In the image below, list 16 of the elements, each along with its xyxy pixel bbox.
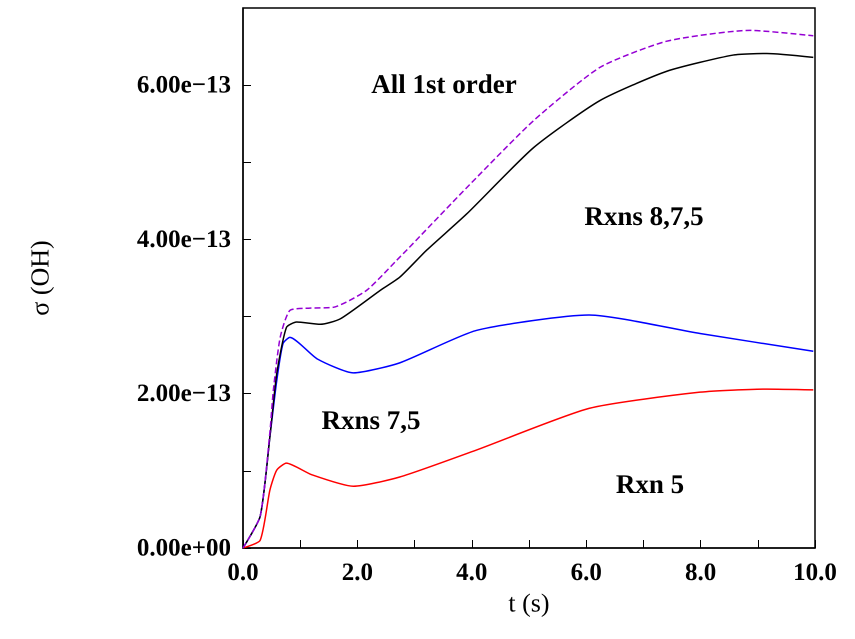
y-axis-title: σ (OH) <box>26 240 54 316</box>
x-axis-title: t (s) <box>508 588 550 618</box>
annotation: Rxns 7,5 <box>321 405 421 435</box>
y-tick-label: 0.00e+00 <box>136 534 231 562</box>
x-tick-label: 2.0 <box>342 559 374 586</box>
annotation: Rxns 8,7,5 <box>584 201 704 231</box>
x-tick-label: 10.0 <box>793 559 837 586</box>
y-tick-label: 6.00e−13 <box>136 72 231 99</box>
x-tick-label: 4.0 <box>456 559 488 586</box>
y-tick-label: 2.00e−13 <box>136 380 231 408</box>
x-tick-label: 8.0 <box>684 559 716 586</box>
annotation: Rxn 5 <box>616 469 684 499</box>
annotation: All 1st order <box>371 69 517 99</box>
y-tick-label: 4.00e−13 <box>136 226 231 253</box>
x-tick-label: 6.0 <box>570 559 602 586</box>
x-tick-label: 0.0 <box>227 559 259 586</box>
